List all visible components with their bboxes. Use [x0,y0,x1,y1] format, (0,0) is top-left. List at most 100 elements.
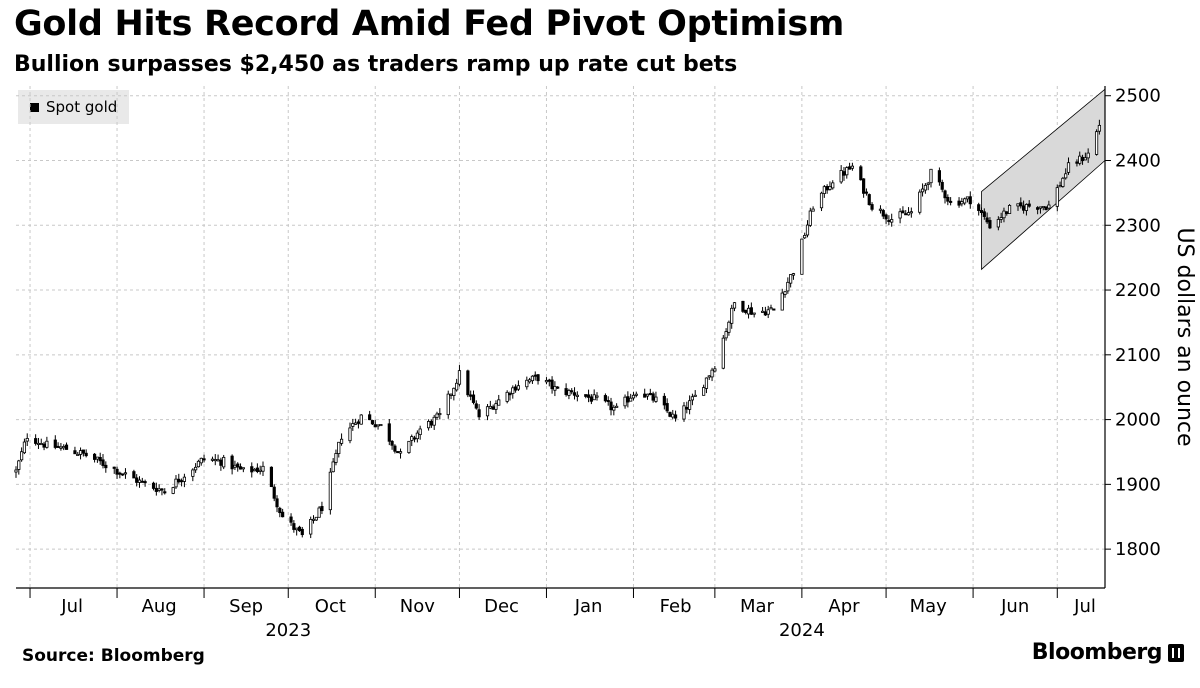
candle-body [1080,156,1085,162]
candle-body [202,458,206,461]
candle-body [320,506,324,512]
candle-body [977,204,981,211]
brand-name: Bloomberg [1031,640,1163,665]
candle-body [595,395,599,398]
candle-body [328,471,332,511]
candle-body [1064,173,1068,179]
candle-body [668,411,672,417]
y-axis-label: US dollars an ounce [1172,227,1197,446]
candle-body [572,392,577,396]
candle-body [194,466,198,471]
candle-body [772,308,776,311]
legend-label: Spot gold [46,98,118,116]
candle-body [887,220,891,223]
candle-body [988,220,992,229]
candle-body [241,467,245,470]
candle-body [789,274,793,284]
candle-body [665,403,669,412]
candle-body [763,311,767,316]
candle-body [292,523,296,530]
candle-body [157,488,161,491]
candle-body [238,466,243,470]
candle-body [62,446,66,449]
candle-body [278,507,282,514]
candle-body [300,528,304,536]
bloomberg-mark-icon [1168,643,1184,662]
candle-body [101,459,105,466]
candle-body [137,479,142,483]
candle-body [17,460,21,470]
candle-body [387,423,391,442]
candle-body [396,451,400,454]
candle-body [567,390,571,396]
candle-body [508,393,512,396]
candle-body [92,453,97,460]
candle-body [1058,185,1062,188]
candle-body [766,309,770,315]
candle-body [370,420,375,425]
candle-body [690,396,695,401]
candle-body [584,394,588,397]
candle-body [171,487,175,494]
candle-body [1061,177,1065,187]
candle-body [398,451,403,454]
candle-body [822,186,826,194]
candle-body [222,456,226,468]
candle-body [36,442,41,445]
candle-body [612,406,616,411]
candle-body [135,477,139,483]
chart-subtitle: Bullion surpasses $2,450 as traders ramp… [14,52,738,77]
candle-body [163,491,167,494]
candle-body [926,182,930,185]
candle-body [648,392,652,395]
candle-body [446,393,450,416]
candle-body [309,519,313,535]
x-tick-label: Feb [660,596,692,617]
candle-body [466,370,470,396]
candle-body [867,194,871,206]
candle-body [752,312,756,315]
candle-body [1094,131,1099,155]
candle-body [878,208,883,211]
candle-body [196,460,201,468]
candle-body [272,486,276,499]
candle-body [881,210,885,217]
candle-body [275,498,279,508]
y-tick-label: 1900 [1115,474,1161,495]
candle-body [1066,162,1071,173]
candle-body [780,292,784,311]
candle-body [56,445,60,448]
axis-layer: 1800 1900 2000 2100 2200 2300 2400 2500 Jul Aug Se… [16,86,1197,641]
candle-body [550,379,554,390]
candle-body [1002,210,1006,219]
candle-body [359,414,363,425]
candle-body [724,331,728,339]
candle-body [629,397,633,402]
candle-body [1097,124,1101,132]
candle-body [455,382,459,391]
candle-body [1007,205,1012,214]
candle-body [1024,204,1029,211]
candle-body [95,456,99,460]
candle-body [118,472,122,475]
candle-body [435,413,439,418]
candle-body [760,310,765,313]
x-tick-label: Nov [400,596,435,617]
x-tick-label: Jul [60,596,83,617]
candle-body [898,211,902,219]
candle-body [556,386,560,389]
candle-body [906,212,911,216]
candle-body [623,396,627,407]
candle-body [337,441,341,454]
candle-body [488,405,492,409]
x-tick-label: Jun [1000,596,1029,617]
candle-body [996,219,1000,228]
candle-body [1005,211,1009,214]
candle-body [314,516,318,521]
candle-body [923,184,927,191]
candle-body [407,440,411,453]
candle-body [513,386,518,391]
candle-body [803,235,807,239]
candle-body [940,181,944,190]
